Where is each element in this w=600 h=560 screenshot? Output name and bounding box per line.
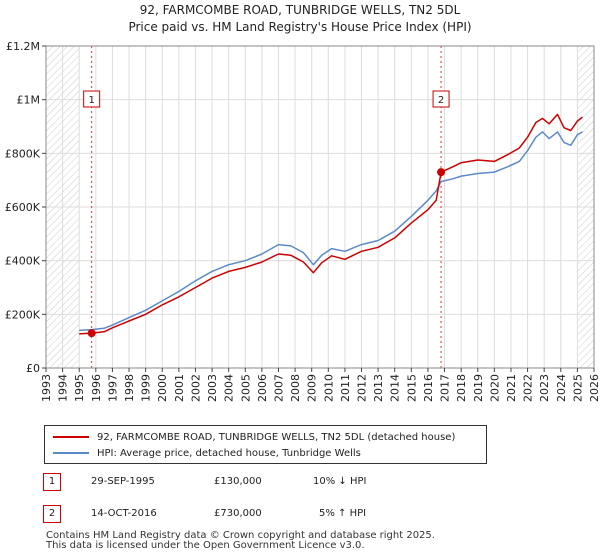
footer-line-1: Contains HM Land Registry data © Crown c… [46,530,435,541]
chart-subtitle: Price paid vs. HM Land Registry's House … [128,20,471,34]
x-tick-label: 2013 [372,374,385,402]
legend: 92, FARMCOMBE ROAD, TUNBRIDGE WELLS, TN2… [44,425,487,464]
legend-swatch-hpi [53,452,89,454]
y-tick-label: £1.2M [6,40,40,53]
transaction-marker-1: 1 [43,473,61,491]
x-tick-label: 2010 [322,374,335,402]
y-tick-label: £200K [5,308,41,321]
y-tick-label: £800K [5,147,41,160]
transaction-price-1: £130,000 [214,476,262,487]
x-tick-label: 2005 [239,374,252,402]
x-tick-label: 1995 [73,374,86,402]
x-tick-label: 2016 [422,374,435,402]
x-tick-label: 1994 [57,374,70,402]
y-tick-label: £600K [5,201,41,214]
x-tick-label: 2025 [571,374,584,402]
y-tick-label: £400K [5,255,41,268]
x-tick-label: 2007 [272,374,285,402]
transaction-hpi-1: 10% ↓ HPI [313,476,367,487]
x-tick-label: 2014 [389,374,402,402]
sale-point-1 [87,329,96,338]
series-line-hpi [79,131,583,332]
x-tick-label: 2000 [156,374,169,402]
x-tick-label: 2017 [439,374,452,402]
footer-line-2: This data is licensed under the Open Gov… [46,540,365,551]
x-tick-label: 2001 [173,374,186,402]
x-tick-label: 2006 [256,374,269,402]
y-tick-label: £1M [17,94,41,107]
legend-item-property: 92, FARMCOMBE ROAD, TUNBRIDGE WELLS, TN2… [53,430,455,444]
x-tick-label: 2002 [189,374,202,402]
series-line-property [79,113,583,335]
price-chart: 92, FARMCOMBE ROAD, TUNBRIDGE WELLS, TN2… [5,3,600,402]
x-tick-label: 2023 [538,374,551,402]
x-tick-label: 2009 [306,374,319,402]
x-tick-label: 2019 [472,374,485,402]
chart-marker-box-1 [83,90,101,108]
x-tick-label: 1996 [90,374,103,402]
x-tick-label: 1993 [40,374,53,402]
x-tick-label: 1997 [106,374,119,402]
transaction-price-2: £730,000 [214,508,262,519]
footer: Contains HM Land Registry data © Crown c… [46,531,435,551]
chart-marker-label-2: 2 [438,95,444,106]
x-tick-label: 2004 [223,374,236,402]
x-tick-label: 1998 [123,374,136,402]
x-tick-label: 2024 [555,374,568,402]
transaction-date-2: 14-OCT-2016 [91,508,157,519]
transaction-date-1: 29-SEP-1995 [91,476,155,487]
x-tick-label: 2012 [356,374,369,402]
chart-title: 92, FARMCOMBE ROAD, TUNBRIDGE WELLS, TN2… [140,3,461,17]
x-tick-label: 2015 [405,374,418,402]
transaction-hpi-2: 5% ↑ HPI [319,508,367,519]
legend-label-hpi: HPI: Average price, detached house, Tunb… [97,447,361,459]
legend-swatch-property [53,436,89,438]
x-tick-label: 2022 [522,374,535,402]
x-tick-label: 2026 [588,374,600,402]
x-tick-label: 1999 [140,374,153,402]
x-tick-label: 2020 [488,374,501,402]
transaction-marker-2: 2 [43,505,61,523]
sale-point-2 [437,168,446,177]
x-tick-label: 2003 [206,374,219,402]
chart-marker-box-2 [432,90,450,108]
x-tick-label: 2008 [289,374,302,402]
x-tick-label: 2018 [455,374,468,402]
x-tick-label: 2021 [505,374,518,402]
legend-item-hpi: HPI: Average price, detached house, Tunb… [53,446,361,460]
x-tick-label: 2011 [339,374,352,402]
y-tick-label: £0 [26,362,40,375]
legend-label-property: 92, FARMCOMBE ROAD, TUNBRIDGE WELLS, TN2… [97,431,456,443]
chart-marker-label-1: 1 [88,95,94,106]
